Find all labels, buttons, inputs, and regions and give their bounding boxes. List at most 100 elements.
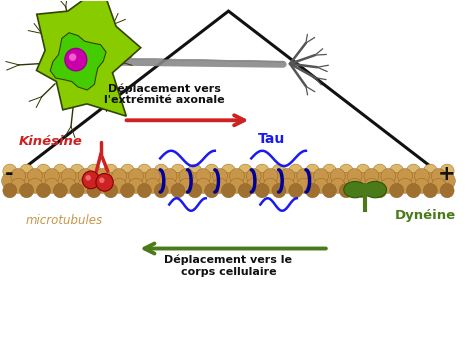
Text: microtubules: microtubules	[26, 214, 103, 227]
Ellipse shape	[314, 178, 328, 193]
Ellipse shape	[398, 178, 412, 193]
Ellipse shape	[440, 183, 454, 198]
Ellipse shape	[65, 48, 87, 71]
Ellipse shape	[112, 168, 127, 184]
Ellipse shape	[3, 183, 17, 198]
Ellipse shape	[35, 173, 52, 189]
Ellipse shape	[246, 168, 261, 184]
Ellipse shape	[238, 164, 252, 179]
Ellipse shape	[87, 183, 101, 198]
Ellipse shape	[37, 183, 50, 198]
Ellipse shape	[20, 183, 34, 198]
Ellipse shape	[322, 164, 336, 179]
Ellipse shape	[355, 173, 371, 189]
Text: Déplacement vers le
corps cellulaire: Déplacement vers le corps cellulaire	[165, 255, 293, 277]
Ellipse shape	[331, 168, 345, 184]
Ellipse shape	[263, 168, 278, 184]
Ellipse shape	[11, 178, 26, 193]
Ellipse shape	[229, 168, 244, 184]
Ellipse shape	[238, 183, 252, 198]
Ellipse shape	[69, 54, 76, 61]
Ellipse shape	[280, 178, 295, 193]
Ellipse shape	[424, 164, 437, 179]
Ellipse shape	[119, 173, 136, 189]
Ellipse shape	[196, 168, 211, 184]
Ellipse shape	[104, 164, 118, 179]
Ellipse shape	[237, 173, 253, 189]
Ellipse shape	[358, 183, 372, 196]
Ellipse shape	[154, 164, 168, 179]
Ellipse shape	[405, 173, 422, 189]
Ellipse shape	[304, 173, 321, 189]
Ellipse shape	[407, 164, 421, 179]
Text: +: +	[438, 164, 455, 184]
Ellipse shape	[321, 173, 338, 189]
Ellipse shape	[137, 183, 151, 198]
Ellipse shape	[338, 173, 355, 189]
Ellipse shape	[381, 178, 396, 193]
Ellipse shape	[229, 178, 244, 193]
Ellipse shape	[356, 164, 370, 179]
Ellipse shape	[53, 183, 67, 198]
Ellipse shape	[263, 178, 278, 193]
Ellipse shape	[314, 168, 328, 184]
Ellipse shape	[398, 168, 412, 184]
Ellipse shape	[45, 178, 59, 193]
Ellipse shape	[103, 173, 119, 189]
Ellipse shape	[373, 164, 387, 179]
Ellipse shape	[11, 168, 26, 184]
Ellipse shape	[371, 173, 388, 189]
Ellipse shape	[154, 183, 168, 198]
Ellipse shape	[129, 168, 144, 184]
Ellipse shape	[162, 178, 177, 193]
Ellipse shape	[204, 183, 219, 198]
Ellipse shape	[136, 173, 152, 189]
Ellipse shape	[95, 168, 110, 184]
Ellipse shape	[390, 183, 404, 198]
Ellipse shape	[137, 164, 151, 179]
Ellipse shape	[306, 164, 319, 179]
Ellipse shape	[153, 173, 169, 189]
Ellipse shape	[272, 183, 286, 198]
Ellipse shape	[254, 173, 270, 189]
Ellipse shape	[145, 178, 160, 193]
Text: Dynéine: Dynéine	[395, 209, 456, 222]
Ellipse shape	[196, 178, 211, 193]
Ellipse shape	[145, 168, 160, 184]
Ellipse shape	[171, 183, 185, 198]
Ellipse shape	[187, 173, 203, 189]
Ellipse shape	[255, 164, 269, 179]
Ellipse shape	[347, 178, 362, 193]
Ellipse shape	[96, 173, 113, 191]
Ellipse shape	[87, 164, 101, 179]
Text: Tau: Tau	[258, 132, 285, 147]
Ellipse shape	[179, 178, 194, 193]
Ellipse shape	[221, 183, 235, 198]
Ellipse shape	[69, 173, 85, 189]
Ellipse shape	[221, 164, 235, 179]
Ellipse shape	[52, 173, 68, 189]
Ellipse shape	[53, 164, 67, 179]
Ellipse shape	[287, 173, 304, 189]
Ellipse shape	[70, 183, 84, 198]
Ellipse shape	[415, 178, 429, 193]
Ellipse shape	[85, 175, 91, 181]
Ellipse shape	[388, 173, 405, 189]
Ellipse shape	[212, 178, 227, 193]
Ellipse shape	[280, 168, 295, 184]
Ellipse shape	[45, 168, 59, 184]
Ellipse shape	[407, 183, 421, 198]
Ellipse shape	[364, 168, 379, 184]
Ellipse shape	[171, 164, 185, 179]
Ellipse shape	[271, 173, 287, 189]
Ellipse shape	[95, 178, 110, 193]
Ellipse shape	[188, 183, 202, 198]
Ellipse shape	[61, 178, 76, 193]
Ellipse shape	[339, 183, 353, 198]
Ellipse shape	[82, 171, 99, 189]
Ellipse shape	[297, 168, 311, 184]
Ellipse shape	[246, 178, 261, 193]
Ellipse shape	[37, 164, 50, 179]
Text: Kinésine: Kinésine	[19, 135, 83, 148]
Polygon shape	[50, 33, 106, 90]
